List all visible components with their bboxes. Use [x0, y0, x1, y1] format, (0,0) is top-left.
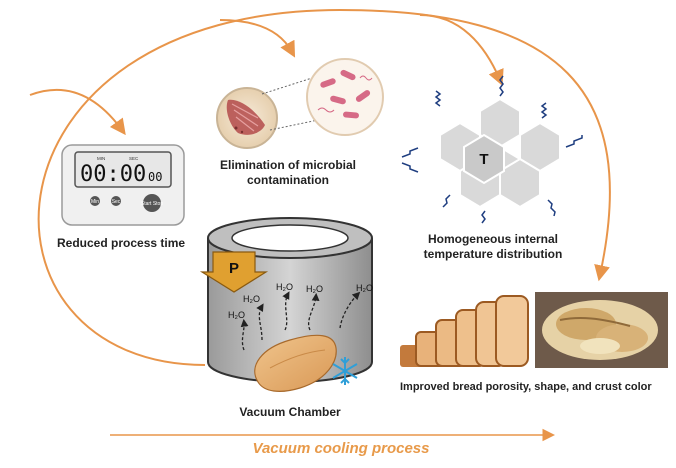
vapor-label-3: H₂O [276, 282, 293, 292]
temperature-label: Homogeneous internal temperature distrib… [418, 232, 568, 262]
timer-min-label: Min [91, 199, 99, 205]
temperature-label-line2: temperature distribution [423, 247, 563, 261]
timer-display-seconds: 00 [148, 170, 162, 184]
vapor-label-5: H₂O [356, 283, 373, 293]
vapor-arrows [240, 291, 361, 351]
microbial-label: Elimination of microbial contamination [218, 158, 358, 188]
timer-sec-button [111, 196, 121, 206]
timer-sec-label: Sec [112, 199, 121, 205]
outer-arc-arrow [37, 8, 611, 366]
arrow-to-hexagons [419, 14, 504, 86]
arrow-to-microbes [219, 19, 296, 58]
bread-loaf-icon [254, 334, 337, 392]
timer-start-label: Start Stop [141, 201, 163, 207]
flow-arrows [29, 8, 611, 442]
timer-min-button [90, 196, 100, 206]
timer-display: 00:00 [80, 162, 146, 187]
pressure-symbol: P [229, 260, 239, 277]
timer-icon: MIN SEC 00:00 00 Min Sec Start Stop [61, 144, 185, 226]
timer-start-button [143, 194, 161, 212]
vapor-label-4: H₂O [306, 284, 323, 294]
timer-header-left: MIN [97, 156, 105, 161]
temperature-label-line1: Homogeneous internal [427, 232, 558, 246]
magnify-lines [261, 77, 319, 131]
chamber-label: Vacuum Chamber [239, 405, 341, 419]
vapor-label-1: H₂O [228, 310, 245, 320]
bacteria-magnified-icon [306, 58, 384, 136]
petri-dish-icon [216, 87, 278, 149]
process-label: Vacuum cooling process [252, 440, 430, 457]
bread-photo-image [535, 292, 668, 368]
hexagon-cluster-icon [439, 97, 561, 209]
reduced-time-label: Reduced process time [57, 236, 186, 250]
timer-header-right: SEC [129, 156, 139, 161]
vapor-label-2: H₂O [243, 294, 260, 304]
bread-slices-image [400, 295, 529, 367]
microbial-label-line1: Elimination of microbial [219, 158, 356, 172]
microbial-label-line2: contamination [246, 173, 329, 187]
heat-waves [401, 75, 583, 224]
bread-label: Improved bread porosity, shape, and crus… [400, 381, 652, 393]
temperature-symbol: T [479, 151, 488, 168]
snowflake-icon [332, 357, 358, 385]
pressure-arrow-icon [199, 251, 269, 293]
arrow-to-timer [29, 89, 126, 136]
